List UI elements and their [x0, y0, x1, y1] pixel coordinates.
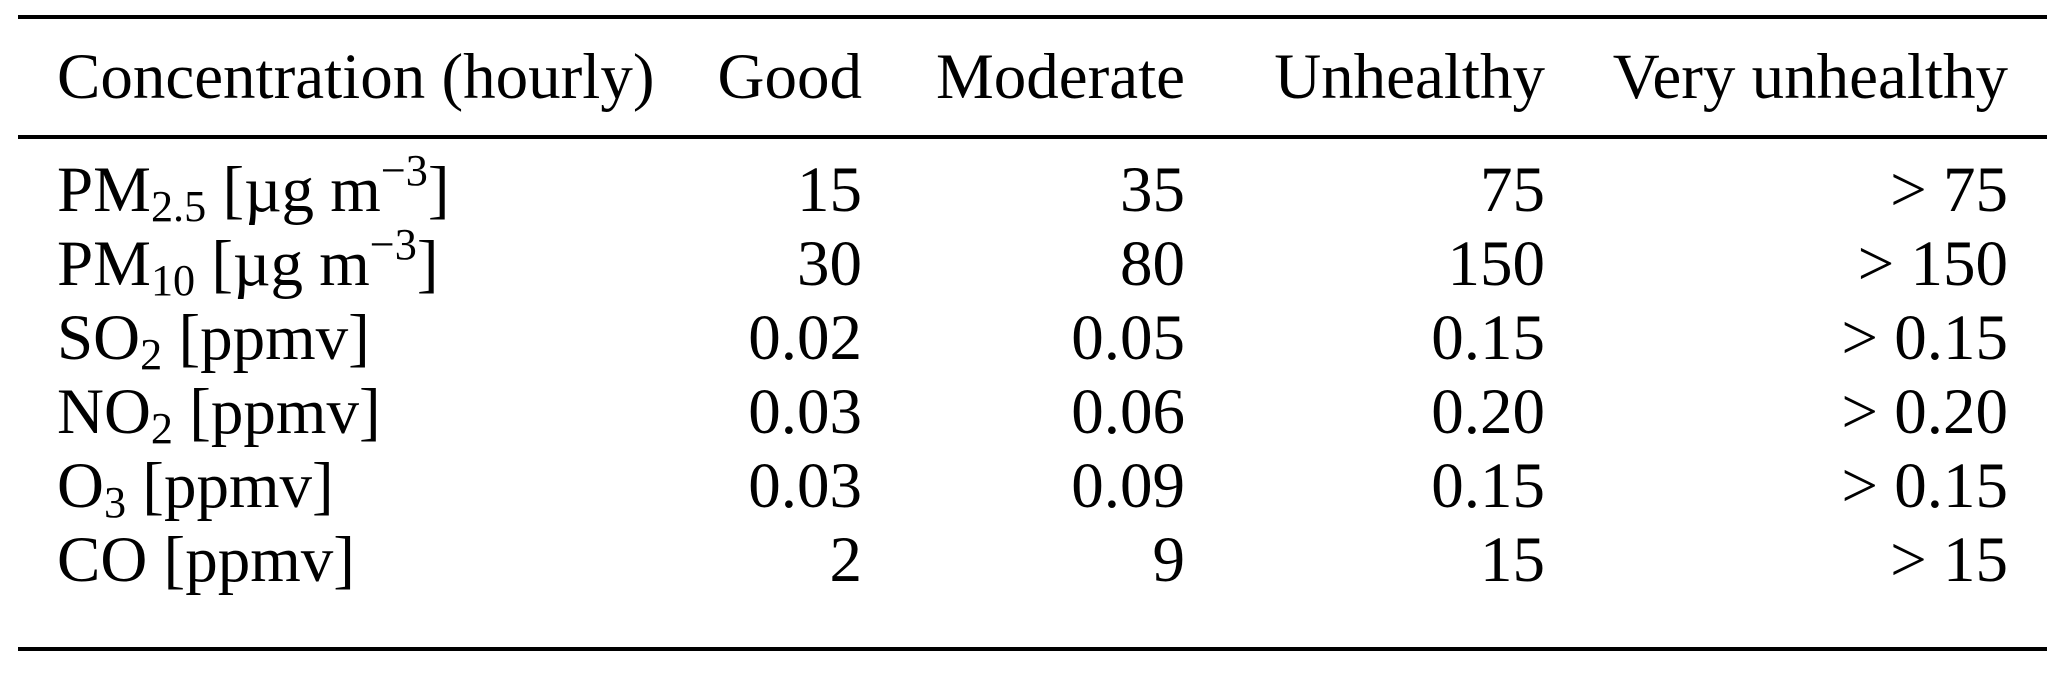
cell-value: > 15: [1890, 524, 2008, 596]
cell-value: 0.05: [1071, 302, 1185, 374]
column-header-very-unhealthy: Very unhealthy: [1545, 17, 2047, 139]
table-row-pm25: PM2.5 [µg m−3] 15 35 75 > 75: [18, 137, 2047, 231]
row-label-text: NO2 [ppmv]: [57, 376, 381, 453]
cell-value: 15: [1480, 524, 1545, 596]
cell-value: 15: [797, 154, 862, 226]
row-label: SO2 [ppmv]: [18, 301, 682, 379]
cell-value: > 75: [1890, 154, 2008, 226]
cell-value: 0.15: [1431, 302, 1545, 374]
aqi-threshold-table: Concentration (hourly) Good Moderate Unh…: [18, 15, 2047, 651]
table-row-o3: O3 [ppmv] 0.03 0.09 0.15 > 0.15: [18, 449, 2047, 527]
row-label: CO [ppmv]: [18, 523, 682, 649]
cell-value: > 0.20: [1841, 376, 2008, 448]
cell-value: 0.09: [1071, 450, 1185, 522]
row-label: PM10 [µg m−3]: [18, 220, 682, 305]
cell-value: 30: [797, 228, 862, 300]
row-label-text: PM2.5 [µg m−3]: [57, 146, 450, 231]
column-header-good: Good: [682, 17, 862, 139]
cell-value: 75: [1480, 154, 1545, 226]
cell-value: 0.03: [748, 376, 862, 448]
cell-value: 0.02: [748, 302, 862, 374]
cell-value: > 0.15: [1841, 302, 2008, 374]
row-label-text: SO2 [ppmv]: [57, 302, 370, 379]
table-row-pm10: PM10 [µg m−3] 30 80 150 > 150: [18, 220, 2047, 305]
cell-value: > 0.15: [1841, 450, 2008, 522]
cell-value: 80: [1120, 228, 1185, 300]
row-label-text: O3 [ppmv]: [57, 450, 334, 527]
column-header-unhealthy: Unhealthy: [1185, 17, 1545, 139]
cell-value: 35: [1120, 154, 1185, 226]
row-label: O3 [ppmv]: [18, 449, 682, 527]
cell-value: 150: [1447, 228, 1546, 300]
table-row-so2: SO2 [ppmv] 0.02 0.05 0.15 > 0.15: [18, 301, 2047, 379]
table-row-co: CO [ppmv] 2 9 15 > 15: [18, 523, 2047, 649]
row-label: NO2 [ppmv]: [18, 375, 682, 453]
cell-value: 0.20: [1431, 376, 1545, 448]
cell-value: 9: [1152, 524, 1186, 596]
row-label-text: PM10 [µg m−3]: [57, 220, 439, 305]
cell-value: > 150: [1857, 228, 2008, 300]
row-label-text: CO [ppmv]: [57, 524, 355, 596]
cell-value: 0.03: [748, 450, 862, 522]
column-header-concentration: Concentration (hourly): [18, 17, 682, 139]
cell-value: 0.15: [1431, 450, 1545, 522]
cell-value: 2: [829, 524, 863, 596]
row-label: PM2.5 [µg m−3]: [18, 137, 682, 231]
cell-value: 0.06: [1071, 376, 1185, 448]
table-row-no2: NO2 [ppmv] 0.03 0.06 0.20 > 0.20: [18, 375, 2047, 453]
column-header-moderate: Moderate: [862, 17, 1185, 139]
header-row: Concentration (hourly) Good Moderate Unh…: [18, 17, 2047, 139]
